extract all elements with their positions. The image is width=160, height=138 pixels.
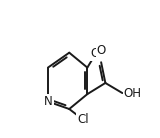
Text: OH: OH: [124, 87, 141, 100]
Text: Cl: Cl: [90, 47, 102, 60]
Text: Cl: Cl: [77, 113, 89, 126]
Text: N: N: [44, 95, 52, 108]
Text: O: O: [96, 44, 106, 57]
